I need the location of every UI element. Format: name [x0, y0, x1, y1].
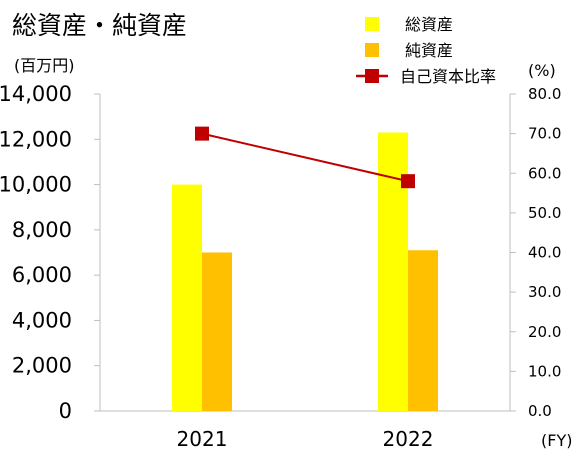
right-tick-label: 20.0: [528, 323, 561, 341]
x-tick-label: 2021: [177, 427, 228, 451]
left-tick-label: 6,000: [12, 263, 72, 287]
bar-net-assets: [408, 250, 438, 411]
left-axis-unit: (百万円): [14, 56, 75, 75]
bar-net-assets: [202, 252, 232, 411]
legend-label: 自己資本比率: [400, 67, 496, 86]
left-tick-label: 4,000: [12, 308, 72, 332]
plot-area: 0 2,000 4,000 6,000 8,000 10,000 12,000 14,000 0…: [0, 82, 561, 451]
right-tick-label: 70.0: [528, 125, 561, 143]
left-tick-label: 14,000: [0, 82, 72, 106]
equity-ratio-line: [201, 132, 409, 183]
equity-ratio-point: [195, 126, 209, 141]
chart-title: 総資産・純資産: [12, 11, 187, 40]
right-axis-unit: (%): [528, 61, 556, 80]
right-tick-label: 80.0: [528, 85, 561, 103]
right-tick-label: 60.0: [528, 164, 561, 182]
right-tick-label: 50.0: [528, 204, 561, 222]
legend-label: 総資産: [405, 15, 453, 34]
legend-swatch: [365, 43, 379, 57]
right-tick-label: 40.0: [528, 244, 561, 262]
x-tick-label: 2022: [383, 427, 434, 451]
legend-marker: [365, 69, 379, 83]
right-tick-label: 0.0: [528, 402, 552, 420]
bar-total-assets: [172, 184, 202, 411]
equity-ratio-point: [401, 174, 415, 189]
left-tick-label: 8,000: [12, 218, 72, 242]
right-tick-label: 10.0: [528, 362, 561, 380]
x-axis-unit: (FY): [541, 431, 572, 450]
legend-swatch: [365, 17, 379, 31]
left-tick-label: 10,000: [0, 173, 72, 197]
left-tick-label: 0: [59, 399, 72, 423]
left-tick-label: 2,000: [12, 354, 72, 378]
right-tick-label: 30.0: [528, 283, 561, 301]
legend-label: 純資産: [405, 41, 453, 60]
left-tick-label: 12,000: [0, 127, 72, 151]
